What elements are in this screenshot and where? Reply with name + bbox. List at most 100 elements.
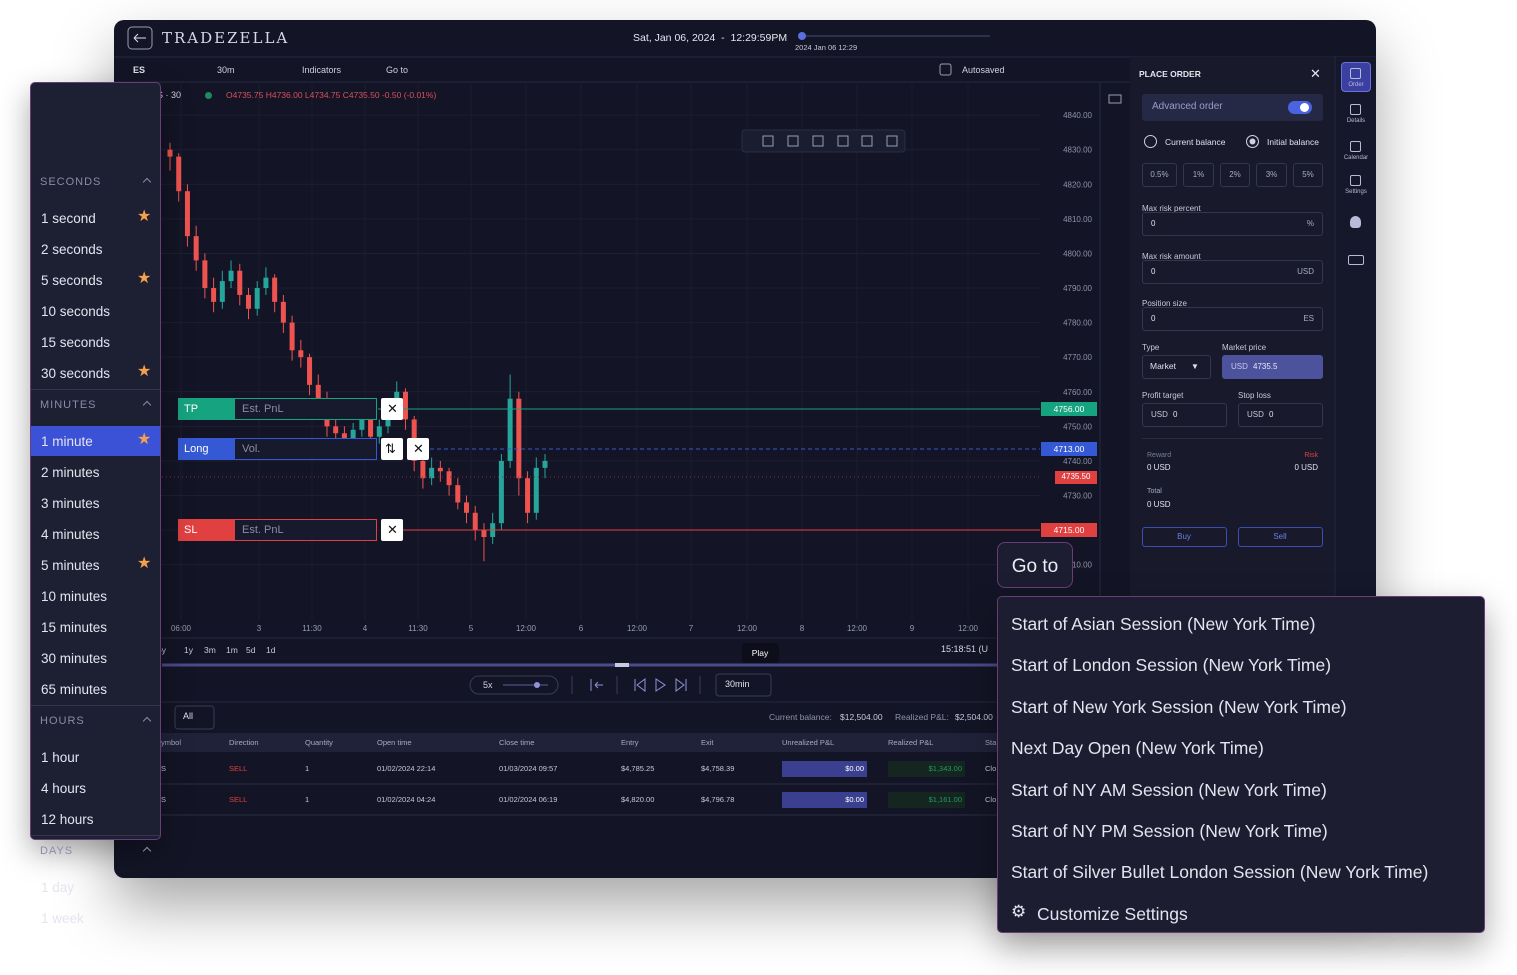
type-select[interactable] — [1142, 355, 1211, 379]
sidebar-label[interactable]: Details — [1346, 118, 1366, 124]
star[interactable]: ★ — [137, 431, 152, 448]
tool-icon — [787, 135, 799, 147]
range-button[interactable]: 1d — [266, 645, 276, 655]
menu-item[interactable]: 4 minutes — [41, 527, 100, 542]
customize[interactable]: Customize Settings — [1037, 904, 1188, 924]
menu-section[interactable]: HOURS — [40, 715, 85, 727]
range-button[interactable]: 1y — [184, 645, 193, 655]
menu-item[interactable]: 5 minutes — [41, 558, 100, 573]
menu-section[interactable]: DAYS — [40, 845, 74, 857]
menu-item[interactable]: 12 hours — [41, 812, 94, 827]
range-button[interactable]: 1m — [226, 645, 238, 655]
menu-section[interactable]: SECONDS — [40, 176, 102, 188]
go-to-item[interactable]: Start of Silver Bullet London Session (N… — [1011, 862, 1429, 883]
x-tick-label: 12:00 — [737, 624, 758, 633]
buy-button[interactable] — [1142, 527, 1227, 547]
menu-item[interactable]: 1 day — [41, 880, 75, 895]
percent-label: 3% — [1265, 170, 1278, 179]
percent-button[interactable] — [1293, 163, 1323, 187]
menu-item[interactable]: 1 hour — [41, 750, 80, 765]
menu-item[interactable]: 10 minutes — [41, 589, 108, 604]
order-label: SL — [184, 524, 198, 536]
x-tick-label: 7 — [689, 624, 694, 633]
balance: $12,504.00 — [840, 712, 883, 722]
replay-time: 2024 Jan 06 12:29 — [795, 43, 858, 52]
column-header: Close time — [499, 738, 535, 747]
menu-item[interactable]: 2 minutes — [41, 465, 100, 480]
cell: 01/03/2024 09:57 — [499, 764, 558, 773]
close-button[interactable] — [407, 438, 429, 460]
menu-item[interactable]: 15 seconds — [41, 335, 111, 350]
field-value: 0 — [1151, 314, 1156, 323]
chevron — [142, 400, 152, 410]
go-to-item[interactable]: Start of NY PM Session (New York Time) — [1011, 821, 1328, 841]
filter[interactable]: All — [183, 711, 194, 721]
symbol: ES — [133, 65, 146, 75]
go-to-item[interactable]: Start of London Session (New York Time) — [1011, 655, 1332, 676]
speed[interactable]: 5x — [483, 680, 493, 690]
star[interactable]: ★ — [137, 270, 152, 287]
autosaved[interactable]: Autosaved — [962, 65, 1005, 75]
percent-button[interactable] — [1183, 163, 1214, 187]
menu-item[interactable]: 1 week — [41, 911, 84, 926]
go-to-item[interactable]: Start of New York Session (New York Time… — [1011, 696, 1347, 717]
range-button[interactable]: 3m — [204, 645, 216, 655]
sell-button[interactable] — [1238, 527, 1323, 547]
y-tick-label: 4770.00 — [1063, 353, 1092, 362]
menu-item[interactable]: 2 seconds — [41, 242, 103, 257]
go-to-item[interactable]: Start of NY AM Session (New York Time) — [1011, 779, 1327, 800]
field-value: 0 — [1151, 219, 1156, 228]
star[interactable]: ★ — [137, 555, 152, 572]
menu-item[interactable]: 10 seconds — [41, 304, 111, 319]
column-header: Realized P&L — [888, 738, 934, 747]
close-icon: ✕ — [387, 401, 398, 416]
sidebar-icon — [1350, 104, 1361, 115]
indicators[interactable]: Indicators — [302, 65, 342, 75]
radio[interactable] — [1246, 135, 1259, 148]
percent-button[interactable] — [1256, 163, 1287, 187]
menu-item[interactable]: 1 minute — [41, 434, 93, 449]
menu-section[interactable]: MINUTES — [40, 399, 97, 411]
sidebar-label[interactable]: Calendar — [1343, 155, 1369, 161]
panel-close[interactable]: ✕ — [1310, 66, 1321, 81]
panel-title: PLACE ORDER — [1139, 69, 1201, 79]
order-label: TP — [184, 403, 199, 415]
go-to-tool[interactable]: Go to — [386, 65, 409, 75]
menu-item[interactable]: 3 minutes — [41, 496, 100, 511]
menu-item[interactable]: 1 second — [41, 211, 96, 226]
menu-item[interactable]: 4 hours — [41, 781, 87, 796]
menu-selected — [31, 426, 160, 456]
field-label: Position size — [1142, 299, 1187, 308]
flip-button[interactable] — [381, 438, 403, 460]
close-button[interactable] — [381, 398, 403, 420]
range-button[interactable]: 5y — [157, 645, 166, 655]
radio[interactable] — [1144, 135, 1157, 148]
sidebar-label[interactable]: Order — [1348, 82, 1364, 88]
range-button[interactable]: 5d — [246, 645, 256, 655]
risk-label: Risk — [1304, 452, 1318, 459]
x-tick-label: 12:00 — [516, 624, 537, 633]
cell: $1,161.00 — [928, 795, 962, 804]
percent-button[interactable] — [1142, 163, 1177, 187]
total-label: Total — [1147, 488, 1162, 495]
go-to-label[interactable]: Go to — [1011, 556, 1059, 577]
sidebar-label[interactable]: Settings — [1345, 189, 1367, 195]
menu-item[interactable]: 30 minutes — [41, 651, 108, 666]
menu-item[interactable]: 5 seconds — [41, 273, 103, 288]
tooltip — [742, 643, 779, 663]
go-to-button[interactable] — [997, 542, 1073, 588]
star[interactable]: ★ — [137, 363, 152, 380]
close-button[interactable] — [381, 519, 403, 541]
step[interactable]: 30min — [725, 679, 750, 689]
star[interactable]: ★ — [137, 208, 152, 225]
menu-item[interactable]: 65 minutes — [41, 682, 108, 697]
percent-button[interactable] — [1220, 163, 1250, 187]
x-tick-label: 11:30 — [408, 624, 428, 633]
go-to-item[interactable]: Start of Asian Session (New York Time) — [1011, 614, 1316, 634]
menu-item[interactable]: 15 minutes — [41, 620, 108, 635]
icon-prev — [634, 678, 646, 692]
interval[interactable]: 30m — [217, 65, 235, 75]
go-to-item[interactable]: Next Day Open (New York Time) — [1011, 738, 1264, 759]
reward-label: Reward — [1147, 452, 1172, 459]
menu-item[interactable]: 30 seconds — [41, 366, 111, 381]
